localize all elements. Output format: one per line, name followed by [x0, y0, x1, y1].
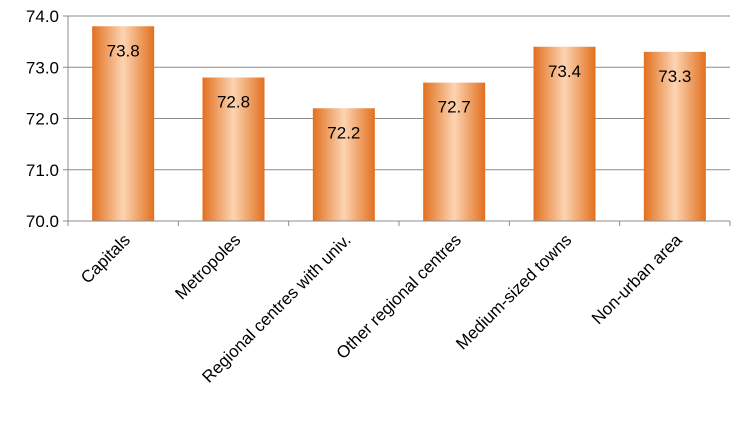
data-label: 72.2 — [327, 123, 360, 142]
y-tick-label: 70.0 — [26, 212, 59, 231]
data-label: 72.8 — [217, 93, 250, 112]
data-label: 72.7 — [438, 98, 471, 117]
bars — [92, 26, 706, 221]
bar — [533, 46, 596, 221]
y-tick-label: 73.0 — [26, 58, 59, 77]
bar — [643, 51, 706, 221]
bar — [92, 26, 155, 221]
gridlines — [68, 15, 730, 171]
x-tick-label: Non-urban area — [588, 230, 686, 328]
bar — [312, 108, 375, 221]
bar — [423, 82, 486, 221]
x-tick-label: Other regional centres — [333, 230, 465, 362]
bar — [202, 77, 265, 221]
data-label: 73.4 — [548, 62, 581, 81]
data-label: 73.3 — [658, 67, 691, 86]
y-axis-tick-labels: 70.0 71.0 72.0 73.0 74.0 — [26, 7, 59, 231]
x-tick-label: Medium-sized towns — [452, 230, 575, 353]
y-tick-label: 74.0 — [26, 7, 59, 26]
y-tick-label: 71.0 — [26, 161, 59, 180]
data-label: 73.8 — [107, 41, 140, 60]
x-tick-label: Capitals — [77, 230, 134, 287]
data-labels: 73.8 72.8 72.2 72.7 73.4 73.3 — [107, 41, 692, 142]
x-tick-label: Metropoles — [171, 230, 244, 303]
axes — [63, 15, 731, 226]
y-tick-label: 72.0 — [26, 110, 59, 129]
